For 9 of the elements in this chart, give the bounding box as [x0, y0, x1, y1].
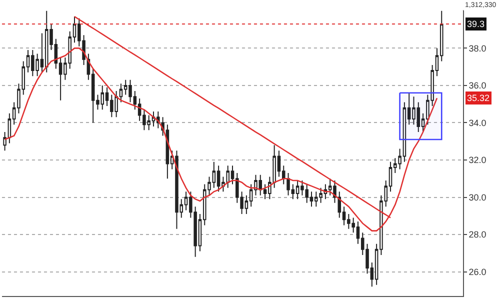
y-tick-label: 30.0: [468, 192, 486, 202]
y-tick-label: 32.0: [468, 155, 486, 166]
y-tick-label: 34.0: [468, 118, 486, 128]
y-tick-label: 38.0: [468, 43, 486, 54]
y-tick-label: 28.0: [468, 230, 486, 240]
text: 35.32: [467, 93, 490, 103]
ref-line-label: 39.3: [467, 19, 485, 29]
y-tick-label: 26.0: [468, 266, 486, 277]
y-tick-label: 36.0: [468, 80, 486, 91]
